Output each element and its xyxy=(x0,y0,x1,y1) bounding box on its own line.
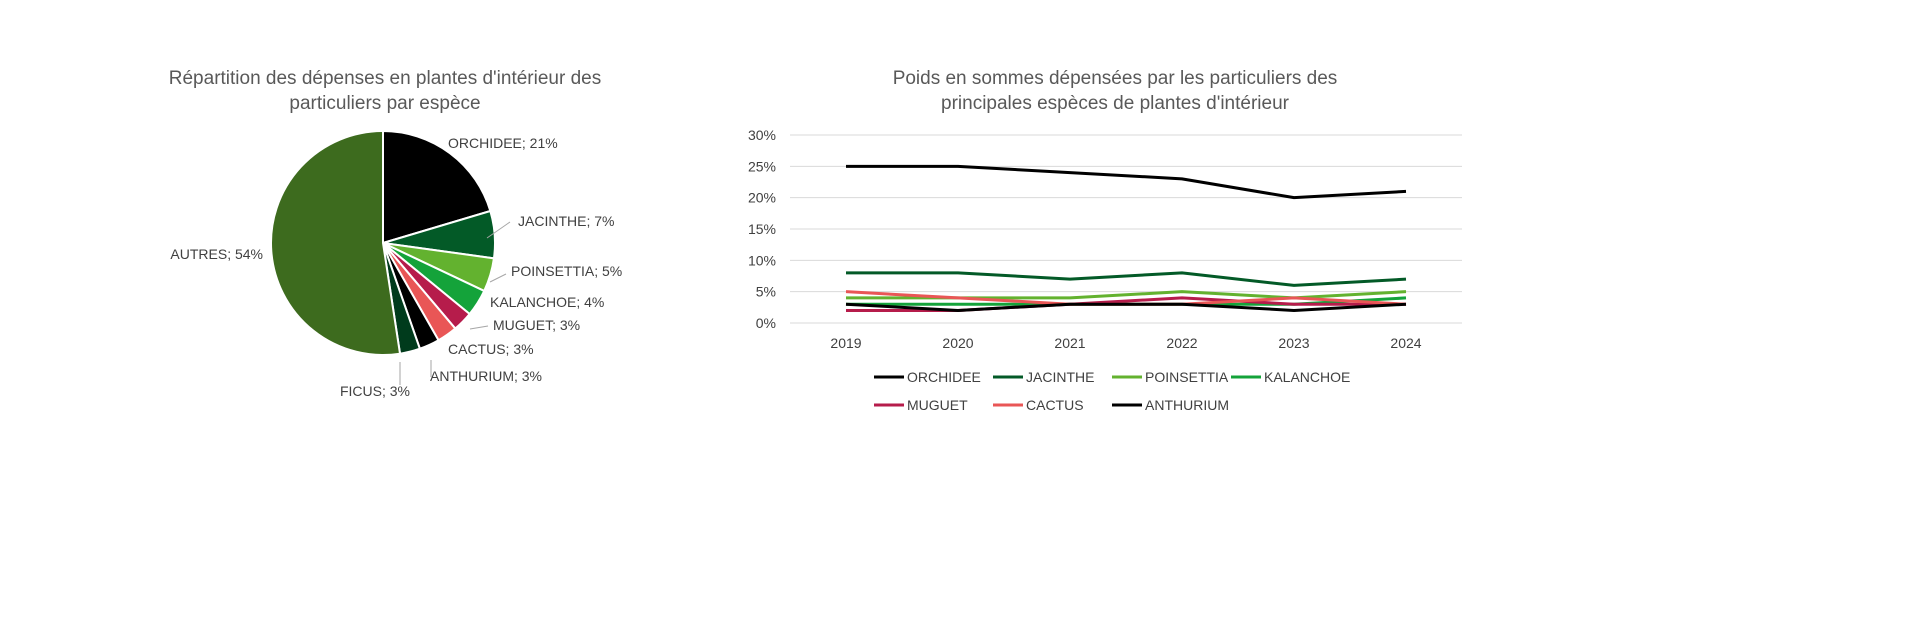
legend-label: KALANCHOE xyxy=(1264,369,1350,385)
legend-label: CACTUS xyxy=(1026,397,1084,413)
legend-label: JACINTHE xyxy=(1026,369,1094,385)
legend-label: ORCHIDEE xyxy=(907,369,981,385)
series-line-anthurium xyxy=(845,302,1407,312)
x-tick-label: 2024 xyxy=(1390,335,1421,351)
y-tick-label: 30% xyxy=(748,127,776,143)
pie-data-label: ANTHURIUM; 3% xyxy=(430,368,542,384)
line-chart-title: Poids en sommes dépensées par les partic… xyxy=(892,68,1338,114)
pie-data-label: POINSETTIA; 5% xyxy=(511,263,622,279)
series-line-jacinthe xyxy=(846,271,1407,287)
pie-data-label: JACINTHE; 7% xyxy=(518,213,614,229)
pie-data-label: CACTUS; 3% xyxy=(448,341,534,357)
x-tick-label: 2023 xyxy=(1278,335,1309,351)
leader-line xyxy=(469,325,489,330)
pie-chart-title: Répartition des dépenses en plantes d'in… xyxy=(168,68,602,114)
legend-label: POINSETTIA xyxy=(1145,369,1229,385)
x-tick-label: 2020 xyxy=(942,335,973,351)
pie-data-label: MUGUET; 3% xyxy=(493,317,580,333)
pie-data-label: ORCHIDEE; 21% xyxy=(448,135,558,151)
x-tick-label: 2021 xyxy=(1054,335,1085,351)
x-tick-label: 2019 xyxy=(830,335,861,351)
x-tick-label: 2022 xyxy=(1166,335,1197,351)
pie-data-label: AUTRES; 54% xyxy=(170,246,263,262)
y-tick-label: 5% xyxy=(756,284,776,300)
y-tick-label: 20% xyxy=(748,190,776,206)
y-tick-label: 10% xyxy=(748,252,776,268)
pie-slice-autres xyxy=(269,129,402,356)
leader-line xyxy=(489,273,507,283)
series-line-orchidee xyxy=(846,164,1407,200)
leader-line xyxy=(486,221,511,239)
legend-label: ANTHURIUM xyxy=(1145,397,1229,413)
legend-label: MUGUET xyxy=(907,397,968,413)
pie-slice-orchidee xyxy=(382,129,492,245)
y-tick-label: 0% xyxy=(756,315,776,331)
pie-data-label: FICUS; 3% xyxy=(340,383,410,399)
y-tick-label: 15% xyxy=(748,221,776,237)
pie-data-label: KALANCHOE; 4% xyxy=(490,294,604,310)
y-tick-label: 25% xyxy=(748,158,776,174)
